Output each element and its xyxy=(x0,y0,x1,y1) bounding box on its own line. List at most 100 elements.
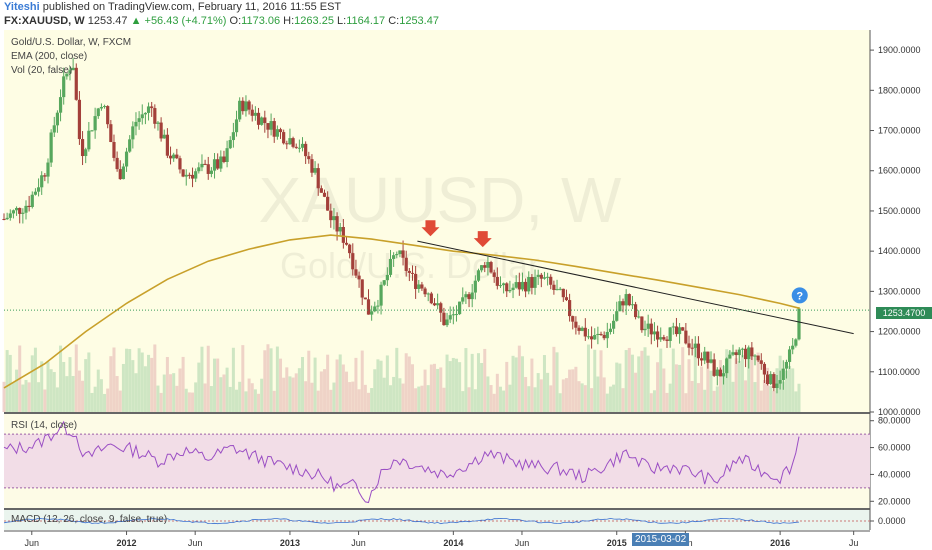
volume-bar xyxy=(429,364,433,412)
volume-bar xyxy=(640,350,644,412)
legend-volume[interactable]: Vol (20, false) xyxy=(11,65,73,76)
volume-bar xyxy=(178,368,182,412)
volume-bar xyxy=(235,389,239,412)
candle-body xyxy=(442,312,446,326)
volume-bar xyxy=(49,369,53,412)
candle-body xyxy=(80,139,85,157)
candle-body xyxy=(542,277,547,279)
legend-ema[interactable]: EMA (200, close) xyxy=(11,51,88,62)
candle-body xyxy=(376,305,380,307)
volume-bar xyxy=(451,357,455,412)
candle-body xyxy=(687,343,691,348)
volume-bar xyxy=(15,369,19,412)
volume-bar xyxy=(668,383,672,412)
candle-body xyxy=(40,175,44,188)
y-tick-label: 1000.0000 xyxy=(878,407,921,417)
volume-bar xyxy=(316,390,320,412)
candle-body xyxy=(140,114,144,119)
volume-bar xyxy=(467,387,471,412)
candle-body xyxy=(417,284,421,289)
volume-bar xyxy=(348,382,352,412)
low-label: L: xyxy=(337,15,347,27)
volume-bar xyxy=(52,372,56,412)
candle-body xyxy=(586,336,591,338)
volume-bar xyxy=(175,385,179,412)
volume-bar xyxy=(649,393,653,412)
candle-body xyxy=(652,331,657,335)
candle-body xyxy=(244,101,248,112)
volume-bar xyxy=(772,390,776,412)
volume-bar xyxy=(524,376,528,412)
candle-body xyxy=(454,314,459,316)
candle-body xyxy=(197,167,201,172)
volume-bar xyxy=(781,381,785,412)
candle-body xyxy=(725,358,729,374)
candle-body xyxy=(231,132,235,141)
volume-bar xyxy=(656,362,660,412)
trend-line xyxy=(417,240,854,335)
author-name[interactable]: Yiteshi xyxy=(4,1,40,13)
candle-body xyxy=(294,146,298,148)
volume-bar xyxy=(564,378,568,412)
volume-bar xyxy=(247,378,251,412)
candle-body xyxy=(596,333,600,335)
volume-bar xyxy=(404,353,408,412)
change-value: +56.43 (+4.71%) xyxy=(144,15,227,27)
volume-bar xyxy=(797,383,801,412)
candle-body xyxy=(165,134,169,156)
volume-bar xyxy=(624,350,628,412)
macd-legend[interactable]: MACD (12, 26, close, 9, false, true) xyxy=(11,514,168,525)
candle-body xyxy=(184,174,188,177)
candle-body xyxy=(794,339,798,346)
volume-bar xyxy=(407,356,411,412)
volume-bar xyxy=(21,384,25,412)
rsi-band xyxy=(4,434,870,488)
candle-body xyxy=(395,254,399,256)
question-icon-glyph: ? xyxy=(796,290,803,302)
volume-bar xyxy=(112,347,116,412)
candle-body xyxy=(200,163,204,168)
volume-bar xyxy=(580,383,584,412)
candle-body xyxy=(8,213,12,218)
volume-bar xyxy=(140,352,144,412)
watermark-symbol: XAUUSD, W xyxy=(259,164,622,236)
legend-symbol[interactable]: Gold/U.S. Dollar, W, FXCM xyxy=(11,37,132,48)
volume-bar xyxy=(498,386,502,412)
candle-body xyxy=(530,277,534,288)
candle-body xyxy=(84,149,88,157)
candle-body xyxy=(589,336,594,340)
volume-bar xyxy=(712,390,716,412)
candle-body xyxy=(46,162,50,177)
candle-body xyxy=(495,276,499,286)
candle-body xyxy=(599,333,603,335)
candle-body xyxy=(483,265,487,268)
candle-body xyxy=(706,351,710,363)
candle-body xyxy=(310,159,314,173)
volume-bar xyxy=(417,386,421,412)
volume-bar xyxy=(693,346,697,412)
volume-bar xyxy=(184,388,188,412)
candle-body xyxy=(602,334,606,339)
candle-body xyxy=(338,226,342,232)
candle-body xyxy=(671,326,675,328)
candle-body xyxy=(354,269,358,276)
candle-body xyxy=(520,281,525,290)
volume-bar xyxy=(753,382,757,412)
volume-bar xyxy=(87,352,91,412)
volume-bar xyxy=(282,377,286,412)
candle-body xyxy=(24,205,28,213)
volume-bar xyxy=(508,384,512,412)
candle-body xyxy=(162,134,166,139)
candle-body xyxy=(212,159,217,171)
volume-bar xyxy=(319,371,323,412)
volume-bar xyxy=(329,389,333,412)
rsi-legend[interactable]: RSI (14, close) xyxy=(11,420,78,431)
volume-bar xyxy=(410,364,414,412)
publish-info: Yiteshi published on TradingView.com, Fe… xyxy=(4,1,341,13)
volume-bar xyxy=(197,362,201,412)
high-value: 1263.25 xyxy=(294,15,334,27)
volume-bar xyxy=(263,350,267,412)
volume-bar xyxy=(762,380,766,412)
volume-bar xyxy=(718,360,722,412)
